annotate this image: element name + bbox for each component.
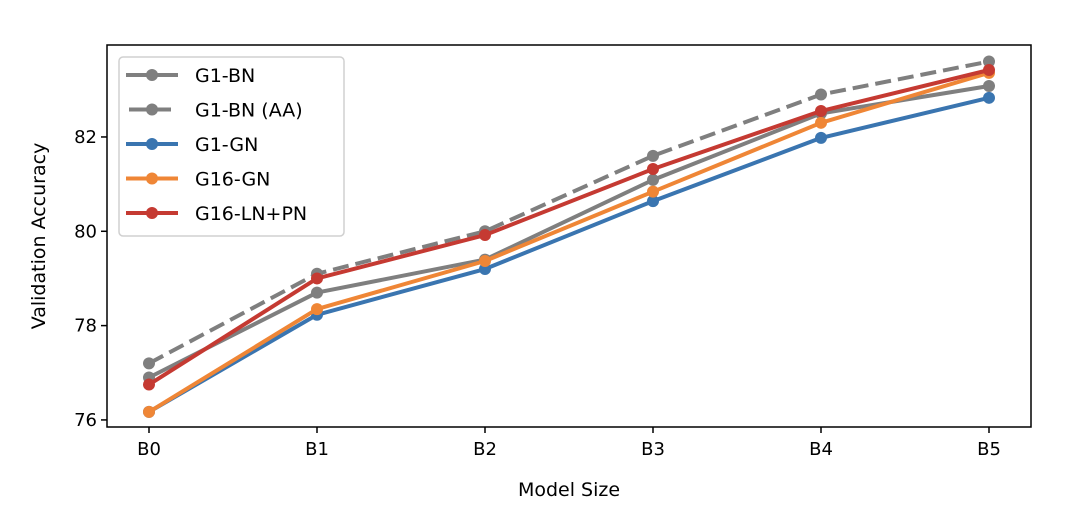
data-point bbox=[311, 272, 323, 285]
legend: G1-BN G1-BN (AA) G1-GN G16-GN G16-LN+PN bbox=[118, 56, 345, 237]
legend-item: G16-LN+PN bbox=[126, 203, 307, 225]
legend-item: G1-GN bbox=[126, 134, 258, 156]
data-point bbox=[311, 303, 323, 316]
series-layer bbox=[143, 55, 995, 418]
x-tick-label: B2 bbox=[473, 439, 497, 460]
series-line bbox=[147, 70, 990, 414]
y-tick-label: 80 bbox=[74, 221, 97, 242]
data-point bbox=[647, 149, 659, 162]
data-point bbox=[647, 163, 659, 176]
legend-label: G1-BN bbox=[195, 65, 255, 87]
legend-label: G16-LN+PN bbox=[195, 203, 307, 225]
x-axis: B0 B1 B2 B3 B4 B5 bbox=[137, 427, 1001, 460]
legend-marker bbox=[146, 103, 158, 116]
x-tick-label: B1 bbox=[305, 439, 329, 460]
data-point bbox=[647, 195, 659, 208]
data-point bbox=[983, 55, 995, 68]
data-point bbox=[647, 185, 659, 198]
legend-label: G1-GN bbox=[195, 134, 258, 156]
plot-frame bbox=[106, 44, 1032, 428]
data-point bbox=[143, 378, 155, 391]
legend-label: G1-BN (AA) bbox=[195, 100, 303, 122]
data-point bbox=[143, 405, 155, 418]
legend-item: G1-BN bbox=[126, 65, 255, 87]
series-g16-ln-pn bbox=[143, 63, 995, 391]
legend-label: G16-GN bbox=[195, 169, 270, 191]
data-point bbox=[647, 173, 659, 186]
series-line bbox=[147, 68, 990, 387]
data-point bbox=[983, 80, 995, 93]
y-axis-label: Validation Accuracy bbox=[28, 143, 50, 330]
data-point bbox=[143, 357, 155, 370]
data-point bbox=[815, 131, 827, 144]
data-point bbox=[815, 88, 827, 101]
y-tick-label: 78 bbox=[74, 316, 97, 337]
y-tick-label: 76 bbox=[74, 410, 97, 431]
series-g16-gn bbox=[143, 66, 995, 418]
y-axis: 76 78 80 82 bbox=[74, 127, 107, 431]
legend-frame bbox=[118, 56, 345, 237]
data-point bbox=[983, 63, 995, 76]
x-tick-label: B5 bbox=[977, 439, 1001, 460]
data-point bbox=[983, 91, 995, 104]
legend-marker bbox=[146, 172, 158, 185]
x-tick-label: B3 bbox=[641, 439, 665, 460]
legend-item: G16-GN bbox=[126, 169, 270, 191]
series-line bbox=[148, 84, 990, 380]
data-point bbox=[311, 286, 323, 299]
x-axis-label: Model Size bbox=[518, 479, 620, 501]
y-tick-label: 82 bbox=[74, 127, 97, 148]
data-point bbox=[479, 229, 491, 242]
series-line bbox=[147, 95, 990, 414]
data-point bbox=[815, 105, 827, 118]
data-point bbox=[479, 254, 491, 267]
legend-marker bbox=[146, 69, 158, 81]
x-tick-label: B4 bbox=[809, 439, 833, 460]
data-point bbox=[815, 116, 827, 129]
legend-item: G1-BN (AA) bbox=[129, 100, 303, 122]
legend-marker bbox=[146, 138, 158, 150]
x-tick-label: B0 bbox=[137, 439, 161, 460]
legend-marker bbox=[146, 207, 158, 219]
